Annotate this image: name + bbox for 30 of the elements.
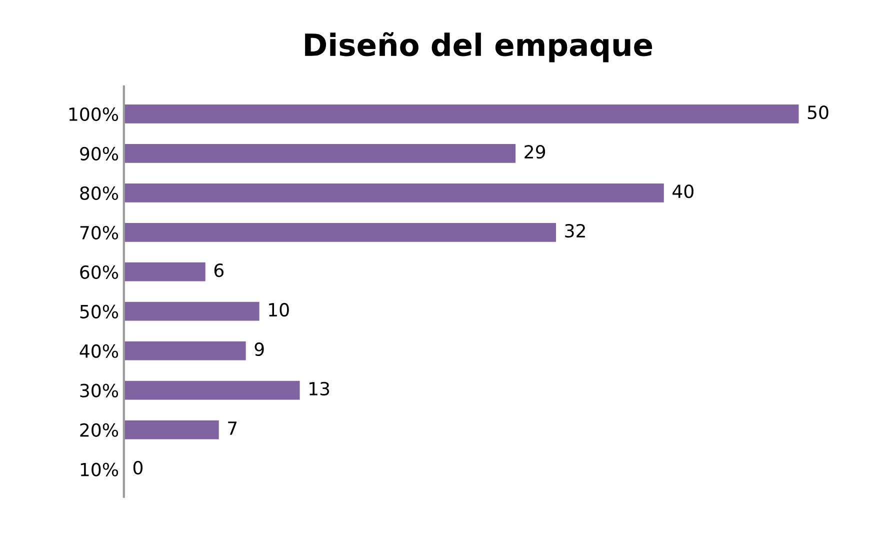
y-tick-label: 50% — [80, 304, 118, 318]
y-tick-label: 40% — [80, 344, 118, 358]
bar — [124, 262, 206, 282]
data-label: 32 — [565, 224, 585, 238]
bar — [124, 183, 664, 202]
data-label: 0 — [133, 460, 143, 474]
data-label: 6 — [214, 263, 224, 278]
data-label: 50 — [808, 106, 828, 120]
y-tick-label: 30% — [80, 384, 118, 398]
bar — [124, 104, 799, 124]
bar — [124, 420, 219, 440]
chart-title: Diseño del empaque — [305, 32, 652, 62]
data-label: 29 — [524, 145, 546, 159]
y-tick-label: 10% — [80, 462, 118, 476]
y-tick-label: 100% — [69, 107, 118, 122]
data-label: 10 — [269, 302, 289, 317]
y-tick-label: 70% — [80, 226, 118, 240]
bar — [124, 222, 556, 242]
data-label: 9 — [254, 342, 264, 356]
y-tick-label: 80% — [80, 186, 118, 200]
bar — [124, 144, 516, 163]
data-label: 40 — [672, 184, 694, 198]
y-tick-label: 60% — [80, 265, 118, 279]
bar — [124, 380, 300, 400]
bar — [124, 302, 260, 321]
bar — [124, 341, 246, 360]
y-tick-label: 90% — [80, 146, 118, 161]
y-tick-label: 20% — [80, 423, 118, 437]
data-label: 7 — [228, 422, 237, 435]
data-label: 13 — [310, 382, 330, 396]
